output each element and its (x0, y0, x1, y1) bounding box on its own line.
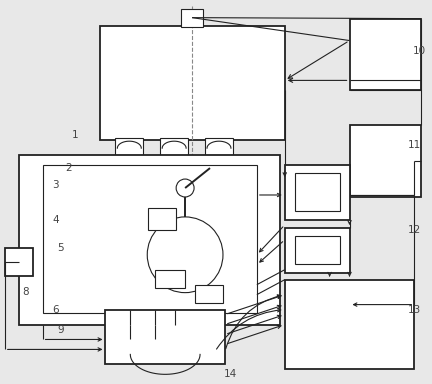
Bar (285, 280, 414, 369)
Text: 5: 5 (57, 243, 64, 253)
Text: 4: 4 (52, 215, 59, 225)
Text: 2: 2 (65, 163, 72, 173)
Bar (195, 285, 223, 303)
Bar (155, 270, 185, 288)
Bar (181, 9, 203, 26)
Text: 9: 9 (57, 324, 64, 334)
Bar (295, 236, 340, 264)
Text: 10: 10 (413, 46, 426, 56)
Bar (100, 26, 285, 140)
Bar (205, 138, 233, 156)
Text: 3: 3 (52, 180, 59, 190)
Text: 11: 11 (408, 140, 421, 150)
Bar (160, 138, 188, 156)
Bar (148, 208, 176, 230)
Text: 12: 12 (408, 225, 421, 235)
Text: 8: 8 (22, 286, 29, 296)
Text: 6: 6 (52, 305, 59, 314)
Bar (295, 173, 340, 211)
Bar (43, 165, 257, 313)
Text: 1: 1 (72, 130, 79, 140)
Bar (349, 19, 421, 90)
Bar (19, 155, 280, 324)
Bar (115, 138, 143, 156)
Bar (285, 228, 349, 273)
Text: 14: 14 (223, 369, 237, 379)
Bar (105, 310, 225, 364)
Circle shape (147, 217, 223, 293)
Bar (285, 165, 349, 220)
Circle shape (176, 179, 194, 197)
Bar (349, 125, 421, 197)
Text: 13: 13 (408, 305, 421, 314)
Bar (5, 248, 33, 276)
